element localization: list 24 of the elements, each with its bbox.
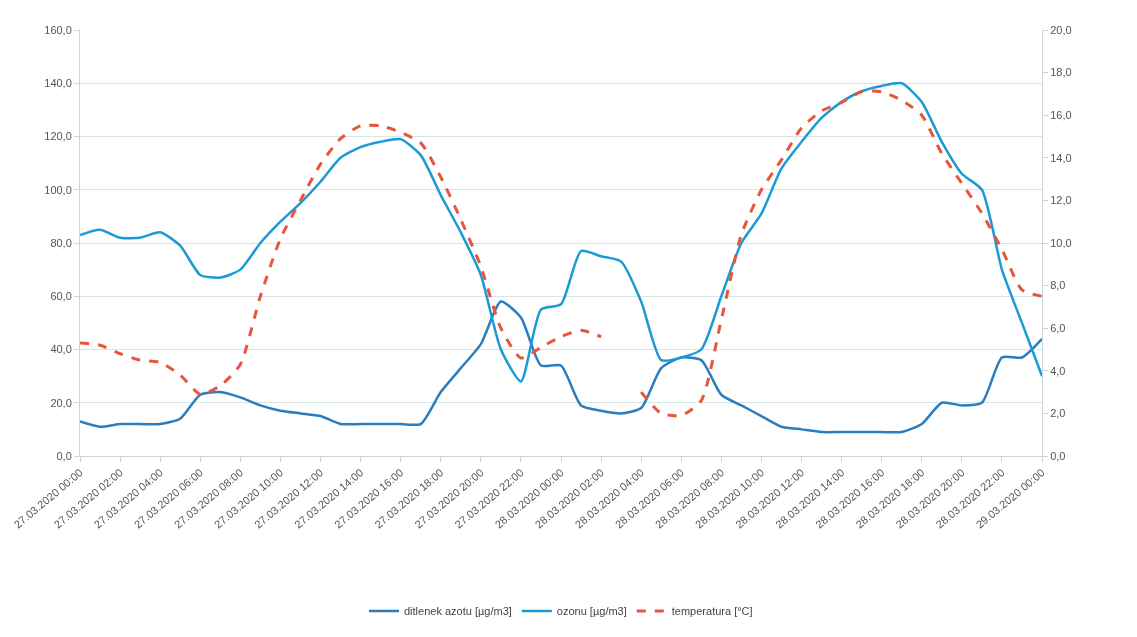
y-tick-label: 120,0	[44, 130, 72, 143]
y-tick-label: 80,0	[50, 236, 72, 249]
y2-tick-label: 12,0	[1050, 194, 1072, 207]
legend-label: ditlenek azotu [µg/m3]	[404, 605, 512, 618]
y2-tick-label: 10,0	[1050, 236, 1072, 249]
y-tick-label: 60,0	[50, 290, 72, 303]
y-tick-label: 20,0	[50, 396, 72, 409]
legend-label: temperatura [°C]	[671, 605, 753, 618]
y-tick-label: 140,0	[44, 77, 72, 90]
y2-tick-label: 14,0	[1050, 151, 1072, 164]
y2-tick-label: 20,0	[1050, 23, 1072, 36]
line-series	[80, 300, 1042, 434]
y2-tick-label: 2,0	[1050, 407, 1066, 420]
y2-tick-label: 6,0	[1050, 322, 1066, 335]
y-tick-label: 0,0	[56, 449, 72, 462]
y2-tick-label: 0,0	[1050, 449, 1066, 462]
y-tick-label: 40,0	[50, 343, 72, 356]
y2-tick-label: 16,0	[1050, 109, 1072, 122]
y2-tick-label: 4,0	[1050, 364, 1066, 377]
y2-tick-label: 8,0	[1050, 279, 1066, 292]
y2-tick-label: 18,0	[1050, 66, 1072, 79]
y-tick-label: 100,0	[44, 183, 72, 196]
legend-label: ozonu [µg/m3]	[556, 605, 627, 618]
y-tick-label: 160,0	[44, 23, 72, 36]
